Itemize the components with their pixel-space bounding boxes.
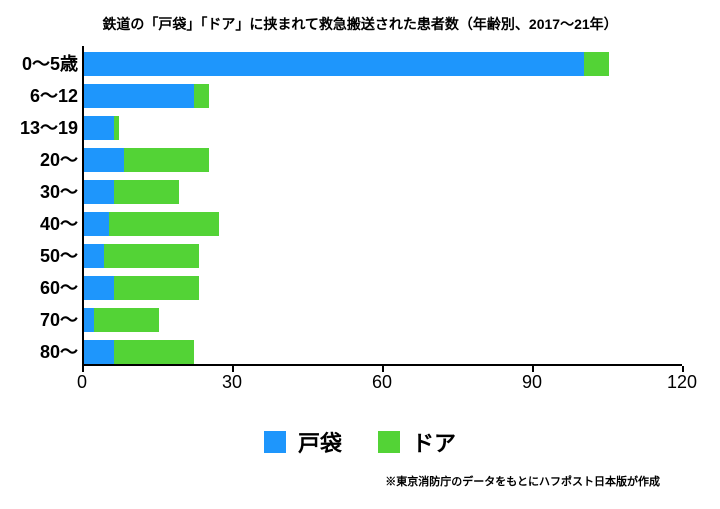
legend-item: 戸袋 xyxy=(264,426,342,458)
bar-segment xyxy=(84,116,114,140)
bar-row xyxy=(84,84,209,108)
bar-segment xyxy=(94,308,159,332)
bar-segment xyxy=(114,276,199,300)
legend: 戸袋 ドア xyxy=(0,426,720,458)
bar-segment xyxy=(84,84,194,108)
bar-segment xyxy=(114,116,119,140)
chart-footnote: ※東京消防庁のデータをもとにハフポスト日本版が作成 xyxy=(385,473,660,489)
y-axis-category-label: 80〜 xyxy=(40,343,78,361)
y-axis-labels: 0〜5歳 6〜12 13〜19 20〜 30〜 40〜 50〜 60〜 70〜 80〜 xyxy=(0,46,78,366)
bar-segment xyxy=(84,244,104,268)
bar-segment xyxy=(194,84,209,108)
x-axis-tick-label: 60 xyxy=(372,372,392,393)
y-axis-category-label: 50〜 xyxy=(40,247,78,265)
bar-row xyxy=(84,244,199,268)
bar-row xyxy=(84,340,194,364)
legend-label: 戸袋 xyxy=(298,426,342,458)
bar-segment xyxy=(84,212,109,236)
bar-row xyxy=(84,116,119,140)
x-axis-tick-label: 90 xyxy=(522,372,542,393)
legend-label: ドア xyxy=(412,426,456,458)
x-axis-tick-label: 120 xyxy=(667,372,697,393)
y-axis-category-label: 20〜 xyxy=(40,151,78,169)
bar-segment xyxy=(84,52,584,76)
bar-segment xyxy=(84,180,114,204)
bar-segment xyxy=(84,308,94,332)
legend-item: ドア xyxy=(378,426,456,458)
x-axis-tick-label: 30 xyxy=(222,372,242,393)
bar-segment xyxy=(584,52,609,76)
bar-row xyxy=(84,276,199,300)
bar-segment xyxy=(84,276,114,300)
bar-row xyxy=(84,308,159,332)
bar-segment xyxy=(104,244,199,268)
y-axis-category-label: 40〜 xyxy=(40,215,78,233)
bar-row xyxy=(84,212,219,236)
chart-area: 0〜5歳6〜1213〜1920〜30〜40〜50〜60〜70〜80〜 03060… xyxy=(0,46,720,398)
bar-segment xyxy=(109,212,219,236)
bar-segment xyxy=(114,340,194,364)
y-axis-category-label: 13〜19 xyxy=(20,119,78,137)
chart-title: 鉄道の「戸袋」「ドア」に挟まれて救急搬送された患者数（年齢別、2017〜21年） xyxy=(0,14,720,34)
bar-row xyxy=(84,52,609,76)
bar-segment xyxy=(114,180,179,204)
y-axis-category-label: 30〜 xyxy=(40,183,78,201)
bar-segment xyxy=(84,340,114,364)
y-axis-category-label: 70〜 xyxy=(40,311,78,329)
y-axis-category-label: 6〜12 xyxy=(30,87,78,105)
x-axis-tick-label: 0 xyxy=(77,372,87,393)
y-axis-category-label: 60〜 xyxy=(40,279,78,297)
y-axis-category-label: 0〜5歳 xyxy=(22,55,78,73)
plot-area: 0306090120 xyxy=(82,46,682,366)
bar-row xyxy=(84,180,179,204)
legend-swatch xyxy=(378,431,400,453)
bar-segment xyxy=(84,148,124,172)
bar-row xyxy=(84,148,209,172)
bar-segment xyxy=(124,148,209,172)
legend-swatch xyxy=(264,431,286,453)
